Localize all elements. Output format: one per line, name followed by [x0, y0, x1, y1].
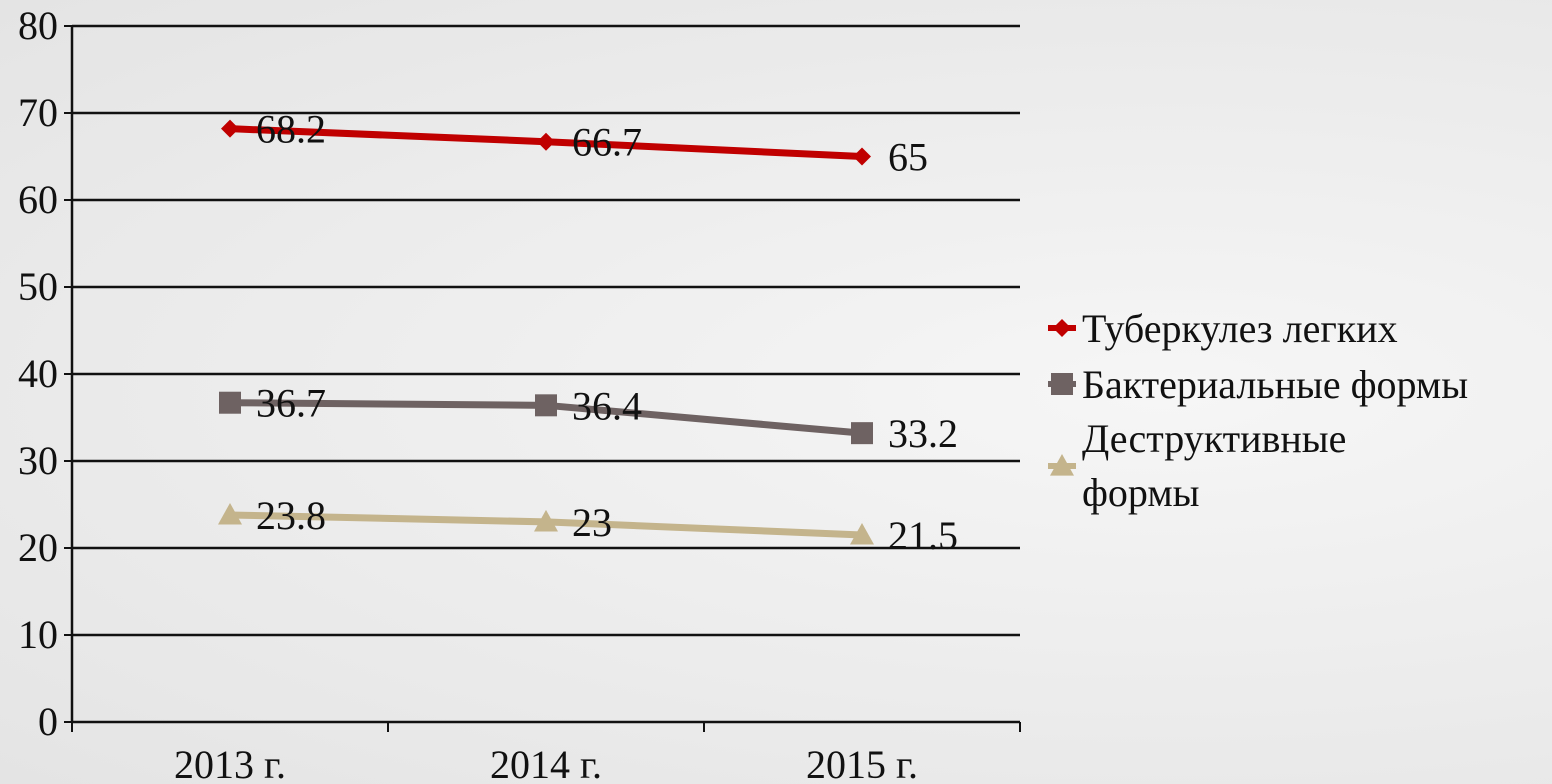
legend-item-1: Туберкулез легких: [1048, 306, 1398, 351]
data-point: [218, 502, 242, 525]
data-point: [853, 147, 871, 166]
data-point: [850, 522, 874, 545]
data-point: [535, 394, 557, 417]
y-tick-label: 30: [18, 438, 58, 483]
y-tick-label: 80: [18, 3, 58, 48]
legend-swatch-marker: [1051, 373, 1073, 395]
series: [218, 119, 874, 545]
data-labels: 68.2 66.7 65 36.7 36.4 33.2 23.8 23 21.5: [256, 107, 958, 558]
x-tick-label: 2015 г.: [806, 742, 918, 784]
data-label: 68.2: [256, 107, 326, 152]
data-label: 36.7: [256, 381, 326, 426]
data-label: 36.4: [572, 383, 642, 428]
grid-lines: [72, 24, 1020, 637]
series-3: [218, 502, 874, 545]
data-label: 66.7: [572, 120, 642, 165]
y-tick-label: 10: [18, 612, 58, 657]
x-tick-label: 2013 г.: [174, 742, 286, 784]
data-label: 33.2: [888, 411, 958, 456]
data-point: [851, 422, 873, 445]
legend-item-3: Деструктивные формы: [1048, 416, 1346, 515]
legend-label: Туберкулез легких: [1082, 306, 1398, 351]
y-tick-label: 0: [38, 699, 58, 744]
series-1: [221, 119, 871, 166]
data-label: 23: [572, 500, 612, 545]
x-tick-label: 2014 г.: [490, 742, 602, 784]
data-label: 21.5: [888, 513, 958, 558]
data-label: 65: [888, 135, 928, 180]
y-tick-label: 70: [18, 90, 58, 135]
legend-label: формы: [1082, 470, 1200, 515]
data-point: [221, 119, 239, 138]
data-point: [534, 509, 558, 532]
y-tick-label: 50: [18, 264, 58, 309]
y-tick-label: 20: [18, 525, 58, 570]
legend: Туберкулез легких Бактериальные формы Дест…: [1048, 306, 1468, 515]
y-tick-label: 40: [18, 351, 58, 396]
legend-label: Бактериальные формы: [1082, 362, 1468, 407]
legend-swatch-marker: [1050, 454, 1074, 476]
series-2: [219, 391, 873, 445]
data-point: [537, 132, 555, 151]
legend-label: Деструктивные: [1082, 416, 1346, 461]
data-label: 23.8: [256, 493, 326, 538]
legend-item-2: Бактериальные формы: [1048, 362, 1468, 407]
y-tick-label: 60: [18, 177, 58, 222]
axes: 0 10 20 30 40 50 60 70 80 2013 г. 2014 г. 2015 г.: [18, 3, 1021, 784]
legend-swatch-marker: [1053, 319, 1071, 337]
data-point: [219, 391, 241, 414]
